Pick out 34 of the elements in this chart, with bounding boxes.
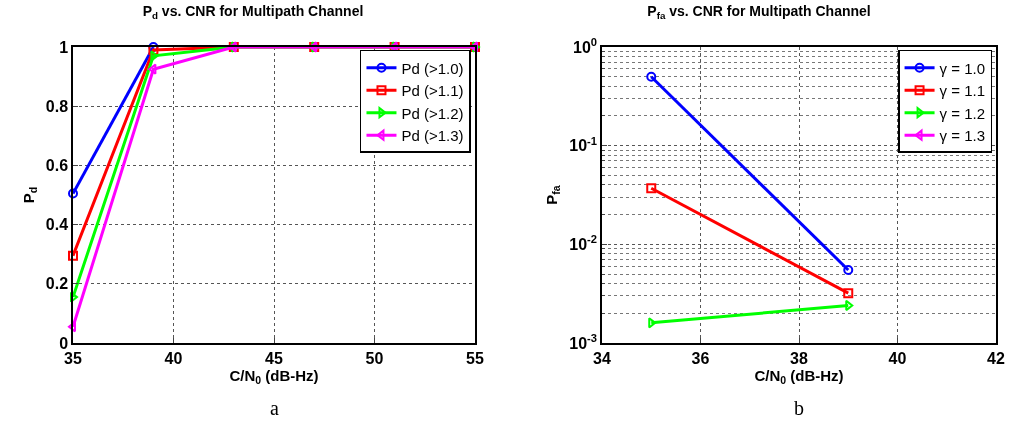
- y-tick-label: 0.8: [45, 97, 69, 115]
- x-tick-label: 36: [691, 349, 710, 367]
- y-tick-label: 0.6: [45, 157, 69, 174]
- x-tick-label: 55: [466, 349, 484, 367]
- y-tick-label: 10$^{-1}$: [569, 134, 598, 155]
- y-tick-label: 10$^{-3}$: [569, 331, 598, 352]
- x-tick-label: 45: [265, 349, 283, 367]
- legend-label: Pd (>1.3): [401, 127, 464, 145]
- chart-title: P$_{d}$ vs. CNR for Multipath Channel: [142, 3, 364, 22]
- y-tick-label: 1: [59, 38, 69, 56]
- y-tick-label: 0.2: [45, 275, 69, 293]
- x-tick-label: 50: [365, 349, 384, 367]
- text: b: [794, 397, 804, 419]
- legend-label: Pd (>1.0): [401, 59, 464, 77]
- legend-label: γ = 1.2: [939, 104, 986, 122]
- legend-label: Pd (>1.1): [401, 82, 464, 100]
- legend-label: γ = 1.3: [939, 127, 986, 145]
- x-tick-label: 35: [64, 349, 82, 367]
- x-tick-label: 40: [164, 349, 183, 367]
- x-tick-label: 42: [987, 349, 1005, 367]
- x-axis-title: C/N$_{0}$ (dB-Hz): [229, 366, 319, 387]
- y-tick-label: 10$^{-2}$: [569, 233, 598, 253]
- x-tick-label: 38: [790, 349, 808, 367]
- x-tick-label: 34: [593, 349, 611, 367]
- y-tick-label: 0: [59, 334, 69, 352]
- text: a: [270, 397, 279, 419]
- legend-label: Pd (>1.2): [401, 104, 464, 122]
- y-tick-label: 0.4: [45, 216, 69, 234]
- x-axis-title: C/N$_{0}$ (dB-Hz): [754, 366, 844, 387]
- x-tick-label: 40: [888, 349, 907, 367]
- y-tick-label: 10$^{0}$: [573, 35, 598, 56]
- legend-label: γ = 1.0: [939, 59, 986, 77]
- chart-title: P$_{fa}$ vs. CNR for Multipath Channel: [647, 3, 871, 22]
- legend-label: γ = 1.1: [939, 82, 986, 100]
